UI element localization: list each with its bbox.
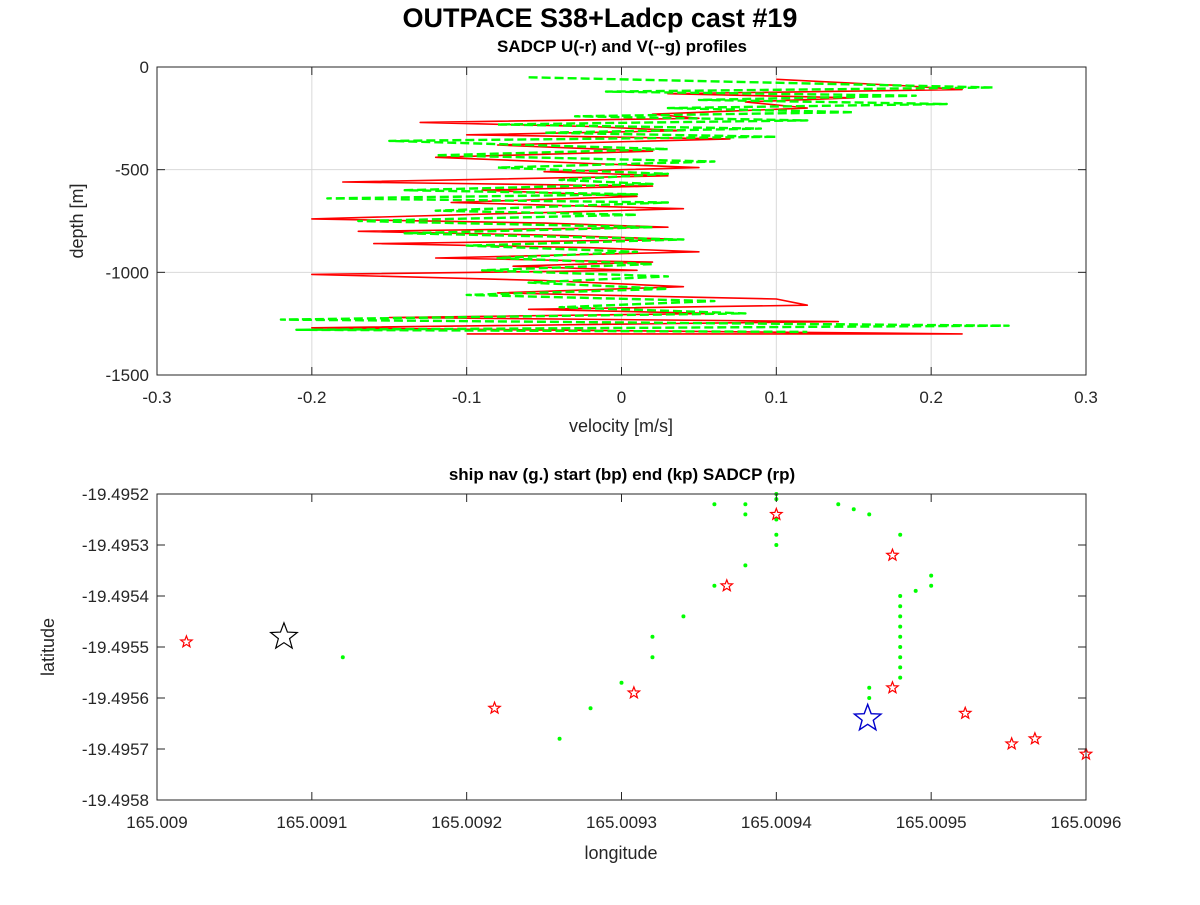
nav-point xyxy=(650,655,655,660)
y-tick-label: -19.4954 xyxy=(82,587,149,606)
profile-title: SADCP U(-r) and V(--g) profiles xyxy=(497,37,747,56)
x-tick-label: 165.0093 xyxy=(586,813,657,832)
sadcp-star-marker xyxy=(885,680,900,695)
x-tick-label: 165.0092 xyxy=(431,813,502,832)
velocity-profile-panel: SADCP U(-r) and V(--g) profiles -0.3 -0.2… xyxy=(67,37,1098,436)
nav-point xyxy=(774,517,779,522)
nav-point xyxy=(898,594,903,598)
nav-point xyxy=(619,680,624,685)
x-tick-label: 165.0094 xyxy=(741,813,812,832)
nav-point xyxy=(898,634,903,639)
nav-point xyxy=(743,512,748,517)
nav-point xyxy=(898,532,903,537)
profile-ticks: -0.3 -0.2 -0.1 0 0.1 0.2 0.3 0 -500 -1000 -1500 xyxy=(106,58,1098,407)
nav-point xyxy=(929,583,934,588)
sadcp-star-marker xyxy=(885,547,900,562)
sadcp-star-marker xyxy=(1027,731,1043,746)
nav-point xyxy=(743,502,748,507)
nav-point xyxy=(681,614,686,619)
nav-point xyxy=(836,502,841,507)
x-tick-label: 0.1 xyxy=(765,388,789,407)
nav-point xyxy=(743,563,748,568)
ship-nav-panel: ship nav (g.) start (bp) end (kp) SADCP … xyxy=(38,465,1121,863)
nav-point xyxy=(898,614,903,619)
sadcp-star-marker xyxy=(957,705,973,720)
nav-y-label: latitude xyxy=(38,618,58,676)
sadcp-star-marker xyxy=(626,685,642,700)
nav-point xyxy=(929,573,934,578)
y-tick-label: -19.4955 xyxy=(82,638,149,657)
nav-point xyxy=(898,655,903,660)
series-v-line xyxy=(279,76,1010,334)
x-tick-label: -0.2 xyxy=(297,388,326,407)
nav-ticks: 165.009 165.0091 165.0092 165.0093 165.0094 1… xyxy=(82,485,1122,832)
y-tick-label: -1500 xyxy=(106,366,149,385)
nav-point xyxy=(774,532,779,537)
x-tick-label: 165.0091 xyxy=(276,813,347,832)
nav-point xyxy=(898,624,903,629)
sadcp-star-marker xyxy=(719,578,735,593)
nav-point xyxy=(898,645,903,649)
y-tick-label: -19.4958 xyxy=(82,791,149,810)
x-tick-label: 0 xyxy=(617,388,626,407)
nav-point xyxy=(898,675,903,680)
x-tick-label: 0.2 xyxy=(919,388,943,407)
profile-x-label: velocity [m/s] xyxy=(569,416,673,436)
x-tick-label: 0.3 xyxy=(1074,388,1098,407)
y-tick-label: -19.4957 xyxy=(82,740,149,759)
nav-point xyxy=(588,706,593,711)
nav-point xyxy=(774,543,779,547)
profile-series xyxy=(279,76,1010,335)
series-u-line xyxy=(310,78,963,335)
sadcp-star-marker xyxy=(1004,736,1020,751)
nav-plot-area xyxy=(157,494,1086,800)
nav-point xyxy=(712,583,717,588)
figure-title: OUTPACE S38+Ladcp cast #19 xyxy=(402,3,798,33)
x-tick-label: -0.1 xyxy=(452,388,481,407)
profile-y-label: depth [m] xyxy=(67,183,87,258)
x-tick-label: 165.0096 xyxy=(1051,813,1122,832)
y-tick-label: 0 xyxy=(140,58,149,77)
nav-point xyxy=(867,696,872,700)
nav-point xyxy=(913,588,918,593)
start-star-marker xyxy=(269,621,299,650)
nav-series xyxy=(179,492,1094,761)
sadcp-star-marker xyxy=(487,700,502,715)
nav-point xyxy=(340,655,345,660)
end-star-marker xyxy=(852,702,883,732)
x-tick-label: 165.009 xyxy=(126,813,187,832)
nav-point xyxy=(898,665,903,670)
x-tick-label: -0.3 xyxy=(142,388,171,407)
y-tick-label: -19.4956 xyxy=(82,689,149,708)
y-tick-label: -19.4953 xyxy=(82,536,149,555)
nav-point xyxy=(867,685,872,690)
sadcp-star-marker xyxy=(769,506,784,521)
nav-point xyxy=(712,502,717,507)
y-tick-label: -1000 xyxy=(106,263,149,282)
x-tick-label: 165.0095 xyxy=(896,813,967,832)
y-tick-label: -500 xyxy=(115,161,149,180)
nav-point xyxy=(650,634,655,639)
nav-point xyxy=(867,512,872,517)
nav-title: ship nav (g.) start (bp) end (kp) SADCP … xyxy=(449,465,795,484)
nav-x-label: longitude xyxy=(584,843,657,863)
sadcp-star-marker xyxy=(179,634,194,649)
nav-point xyxy=(557,736,562,741)
y-tick-label: -19.4952 xyxy=(82,485,149,504)
nav-point xyxy=(898,604,903,609)
nav-point xyxy=(851,507,856,512)
